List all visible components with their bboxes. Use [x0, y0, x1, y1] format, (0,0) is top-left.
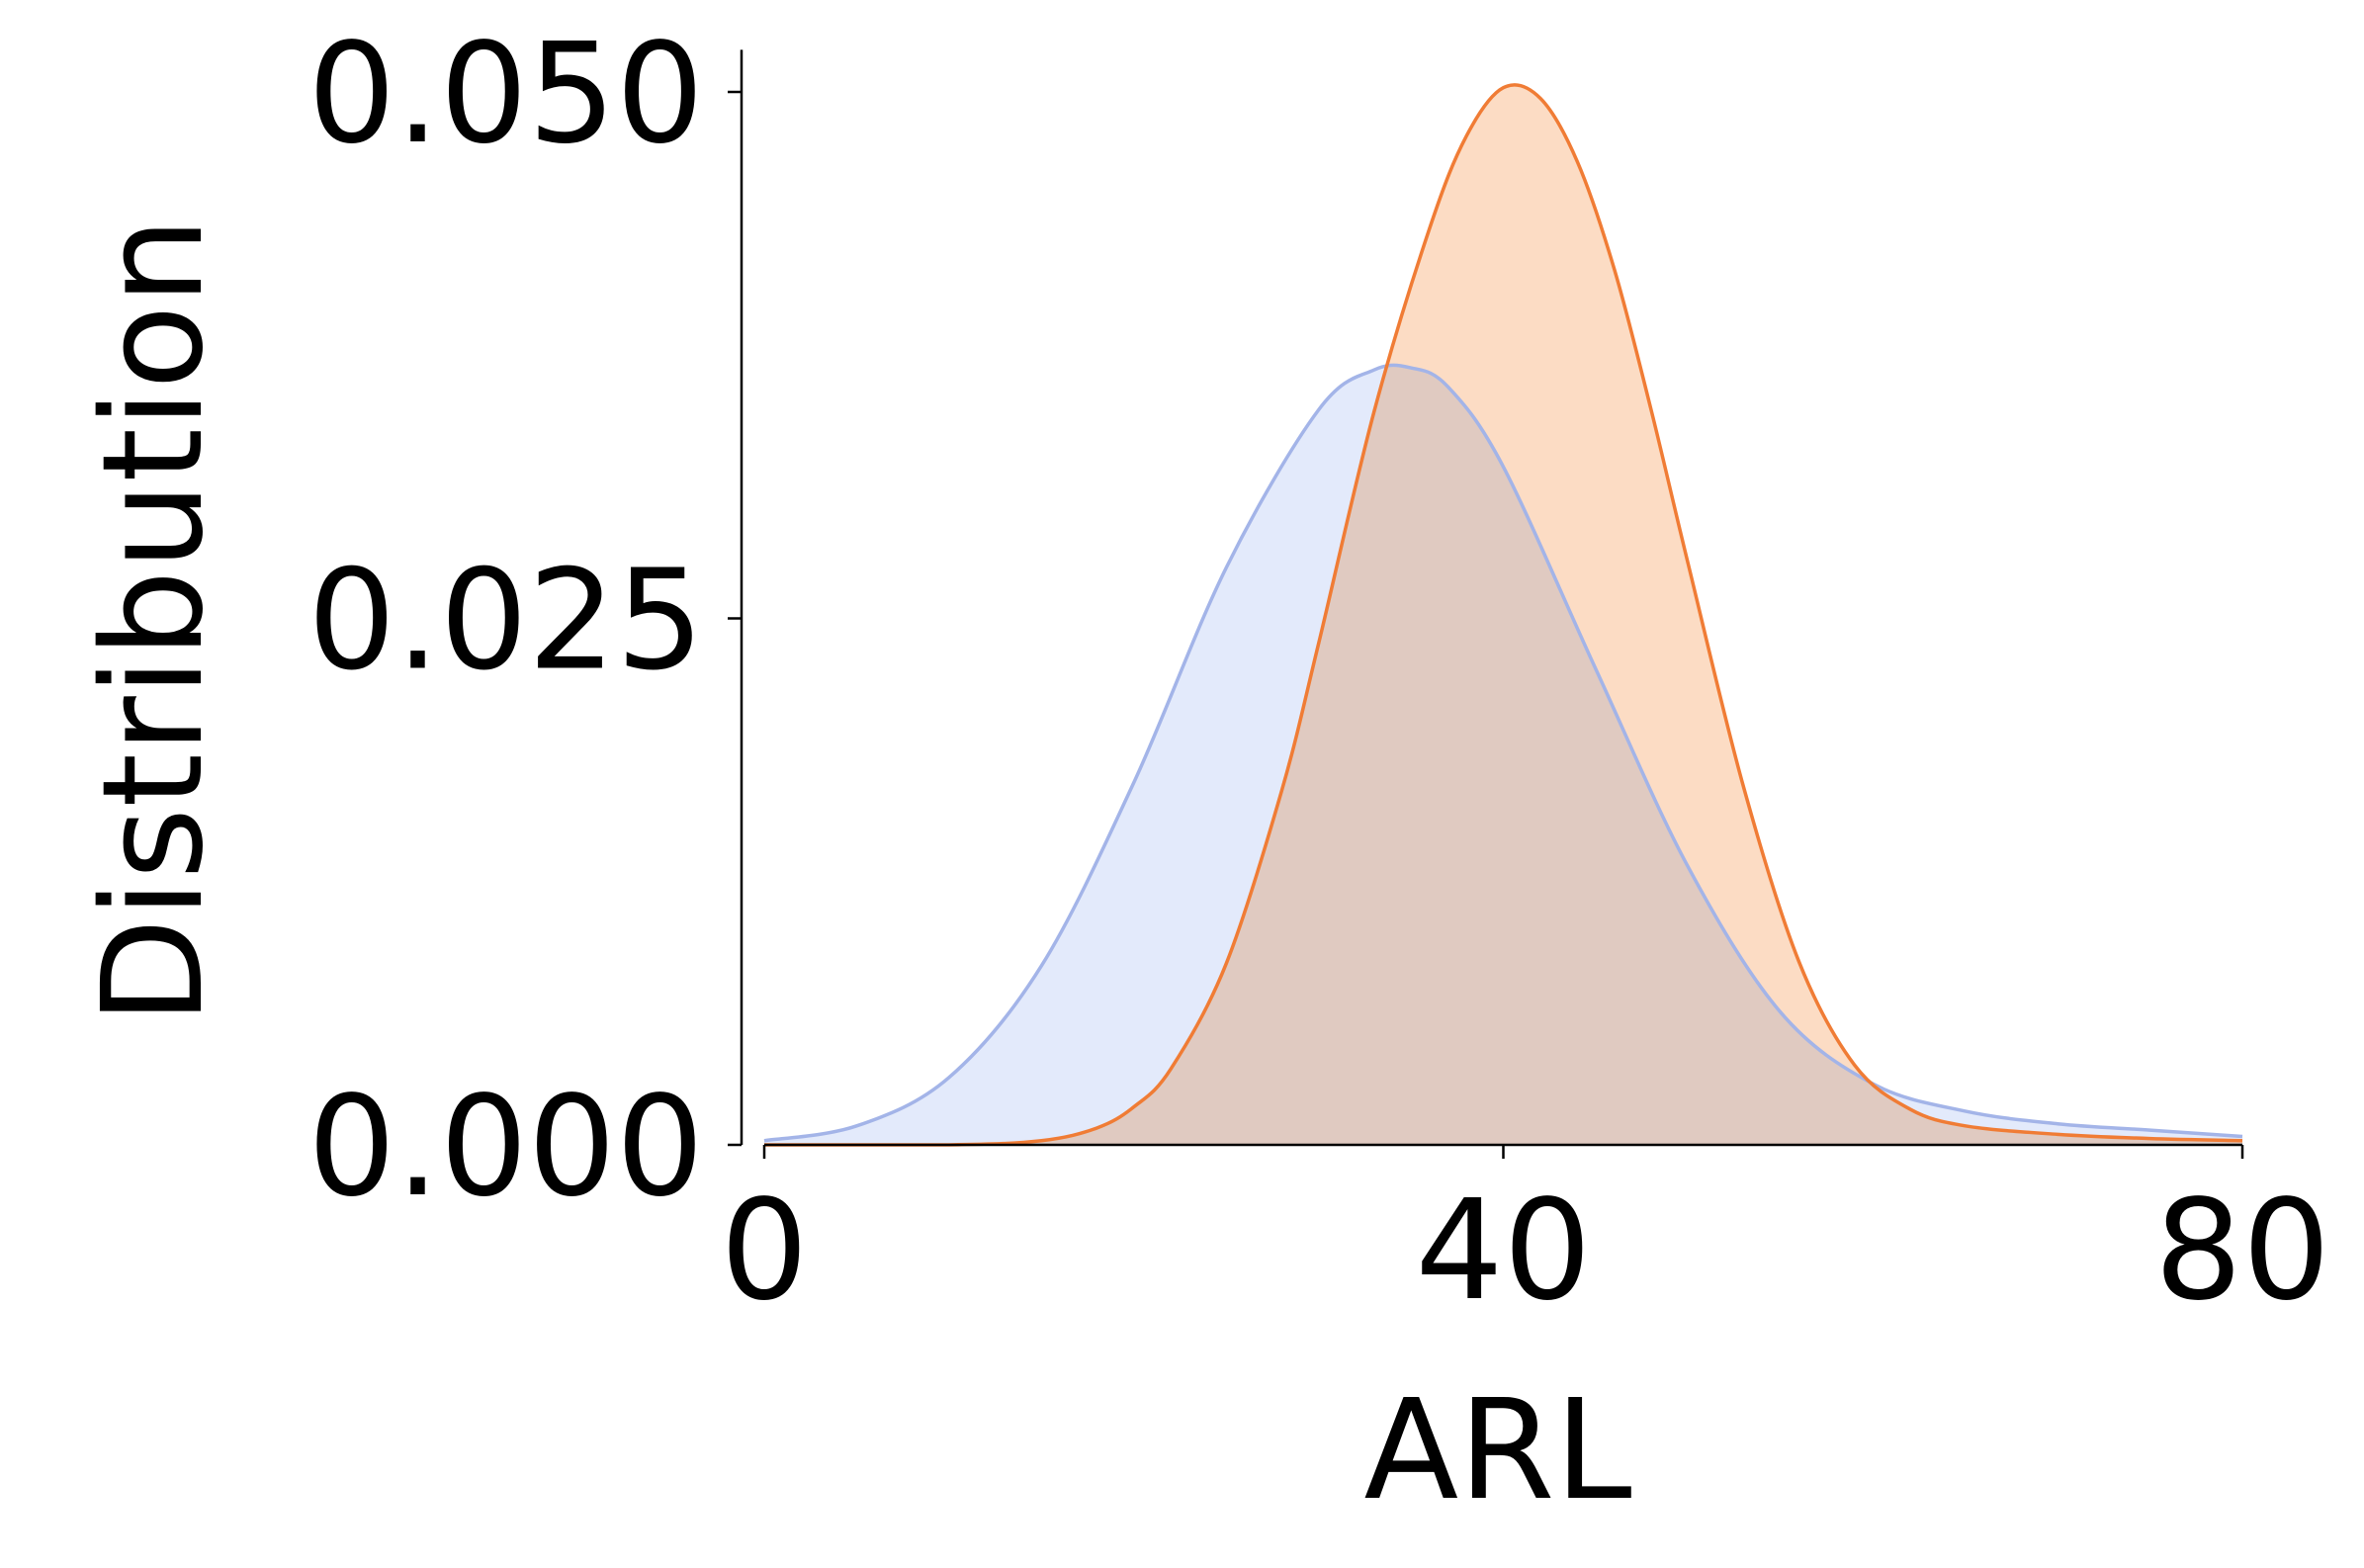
y-tick-label: 0.000: [307, 1067, 704, 1228]
x-tick-label: 80: [2154, 1171, 2330, 1332]
y-axis-label: Distribution: [73, 218, 234, 1025]
series-2-area: [764, 84, 2242, 1146]
y-tick-label: 0.050: [307, 14, 704, 175]
x-tick-label: 0: [720, 1171, 808, 1332]
series-2-line: [764, 83, 2243, 1147]
plot-area: [763, 83, 2243, 1147]
series-1-line: [763, 363, 2243, 1143]
x-tick-label: 40: [1415, 1171, 1591, 1332]
x-axis-label: ARL: [1363, 1370, 1631, 1531]
axes: 0.000 0.025 0.050 0 40 80: [307, 14, 2330, 1332]
y-tick-label: 0.025: [307, 541, 704, 702]
